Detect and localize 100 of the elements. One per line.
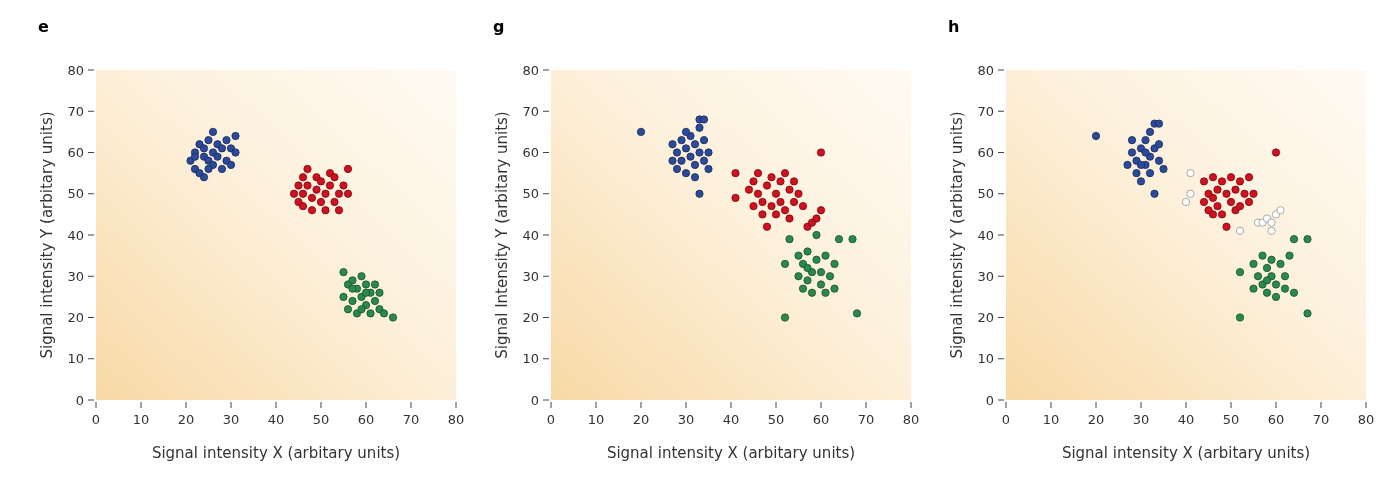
y-tick-label: 0	[530, 392, 539, 408]
x-tick-label: 30	[677, 412, 695, 427]
point	[816, 148, 826, 157]
point	[812, 214, 821, 223]
y-tick-label: 10	[977, 351, 994, 367]
point	[1289, 288, 1299, 297]
point	[1235, 202, 1245, 211]
point	[294, 197, 303, 207]
y-tick-label: 70	[67, 103, 84, 119]
y-tick-label: 20	[67, 310, 84, 326]
point	[375, 288, 384, 297]
point	[803, 247, 812, 256]
point	[213, 140, 222, 149]
point	[357, 272, 366, 281]
y-tick-label: 70	[522, 103, 539, 119]
x-tick-label: 80	[1357, 412, 1375, 427]
point	[1127, 148, 1137, 157]
point	[834, 235, 844, 244]
point	[334, 206, 344, 215]
point	[375, 305, 384, 314]
point	[830, 259, 839, 268]
point	[1091, 131, 1101, 141]
point	[217, 144, 227, 153]
point	[1262, 288, 1272, 297]
point	[1249, 284, 1258, 293]
chart-title: g	[493, 17, 505, 36]
x-tick-label: 40	[1177, 412, 1195, 427]
point	[348, 276, 357, 285]
point	[298, 173, 308, 182]
point	[798, 202, 808, 211]
point	[222, 136, 231, 145]
point	[704, 164, 713, 174]
point	[1280, 284, 1290, 293]
point	[1231, 185, 1240, 194]
point	[1267, 255, 1276, 264]
y-tick-label: 60	[67, 145, 84, 161]
point	[825, 272, 835, 281]
point	[1213, 185, 1222, 194]
point	[780, 313, 790, 322]
point	[1217, 210, 1227, 219]
point	[794, 189, 803, 198]
chart-title: h	[948, 17, 960, 36]
point	[321, 206, 330, 215]
y-tick-label: 50	[977, 186, 994, 202]
y-tick-label: 50	[522, 186, 539, 202]
y-tick-label: 20	[522, 310, 539, 326]
y-tick-label: 80	[67, 62, 84, 78]
point	[217, 164, 227, 174]
point	[1141, 148, 1150, 157]
point	[325, 181, 335, 190]
point	[204, 164, 213, 174]
point	[1280, 272, 1290, 281]
point	[195, 169, 204, 178]
point	[803, 222, 812, 231]
point	[1244, 173, 1254, 182]
point	[339, 268, 348, 277]
point	[1267, 226, 1276, 235]
point	[780, 259, 790, 268]
y-tick-label: 10	[67, 351, 84, 367]
point	[1217, 177, 1227, 186]
point	[1208, 210, 1218, 219]
point	[330, 173, 339, 182]
point	[357, 292, 366, 301]
point	[695, 189, 704, 198]
point	[816, 280, 826, 289]
point	[681, 169, 691, 178]
point	[731, 193, 740, 202]
point	[699, 136, 709, 145]
point	[771, 189, 781, 198]
point	[690, 173, 700, 182]
point	[298, 189, 308, 198]
point	[1186, 169, 1195, 178]
point	[370, 280, 380, 289]
y-axis-title: Signal intensity Y (arbitary units)	[38, 111, 56, 359]
y-tick-label: 40	[67, 227, 84, 243]
point	[677, 136, 686, 145]
point	[803, 263, 812, 273]
point	[1127, 136, 1137, 145]
point	[776, 177, 785, 186]
point	[807, 288, 817, 297]
point	[1249, 259, 1258, 268]
point	[186, 156, 195, 165]
point	[668, 156, 677, 165]
point	[1235, 226, 1245, 235]
point	[690, 160, 700, 169]
point	[1276, 206, 1285, 215]
point	[307, 206, 317, 215]
x-tick-label: 40	[722, 412, 740, 427]
point	[1159, 164, 1168, 174]
point	[1154, 140, 1164, 149]
point	[343, 164, 353, 174]
point	[821, 251, 830, 260]
point	[1154, 119, 1164, 128]
point	[1276, 259, 1285, 268]
point	[1271, 148, 1281, 157]
point	[681, 127, 691, 136]
point	[785, 185, 794, 194]
point	[695, 123, 704, 132]
point	[1226, 173, 1236, 182]
x-tick-label: 20	[632, 412, 650, 427]
